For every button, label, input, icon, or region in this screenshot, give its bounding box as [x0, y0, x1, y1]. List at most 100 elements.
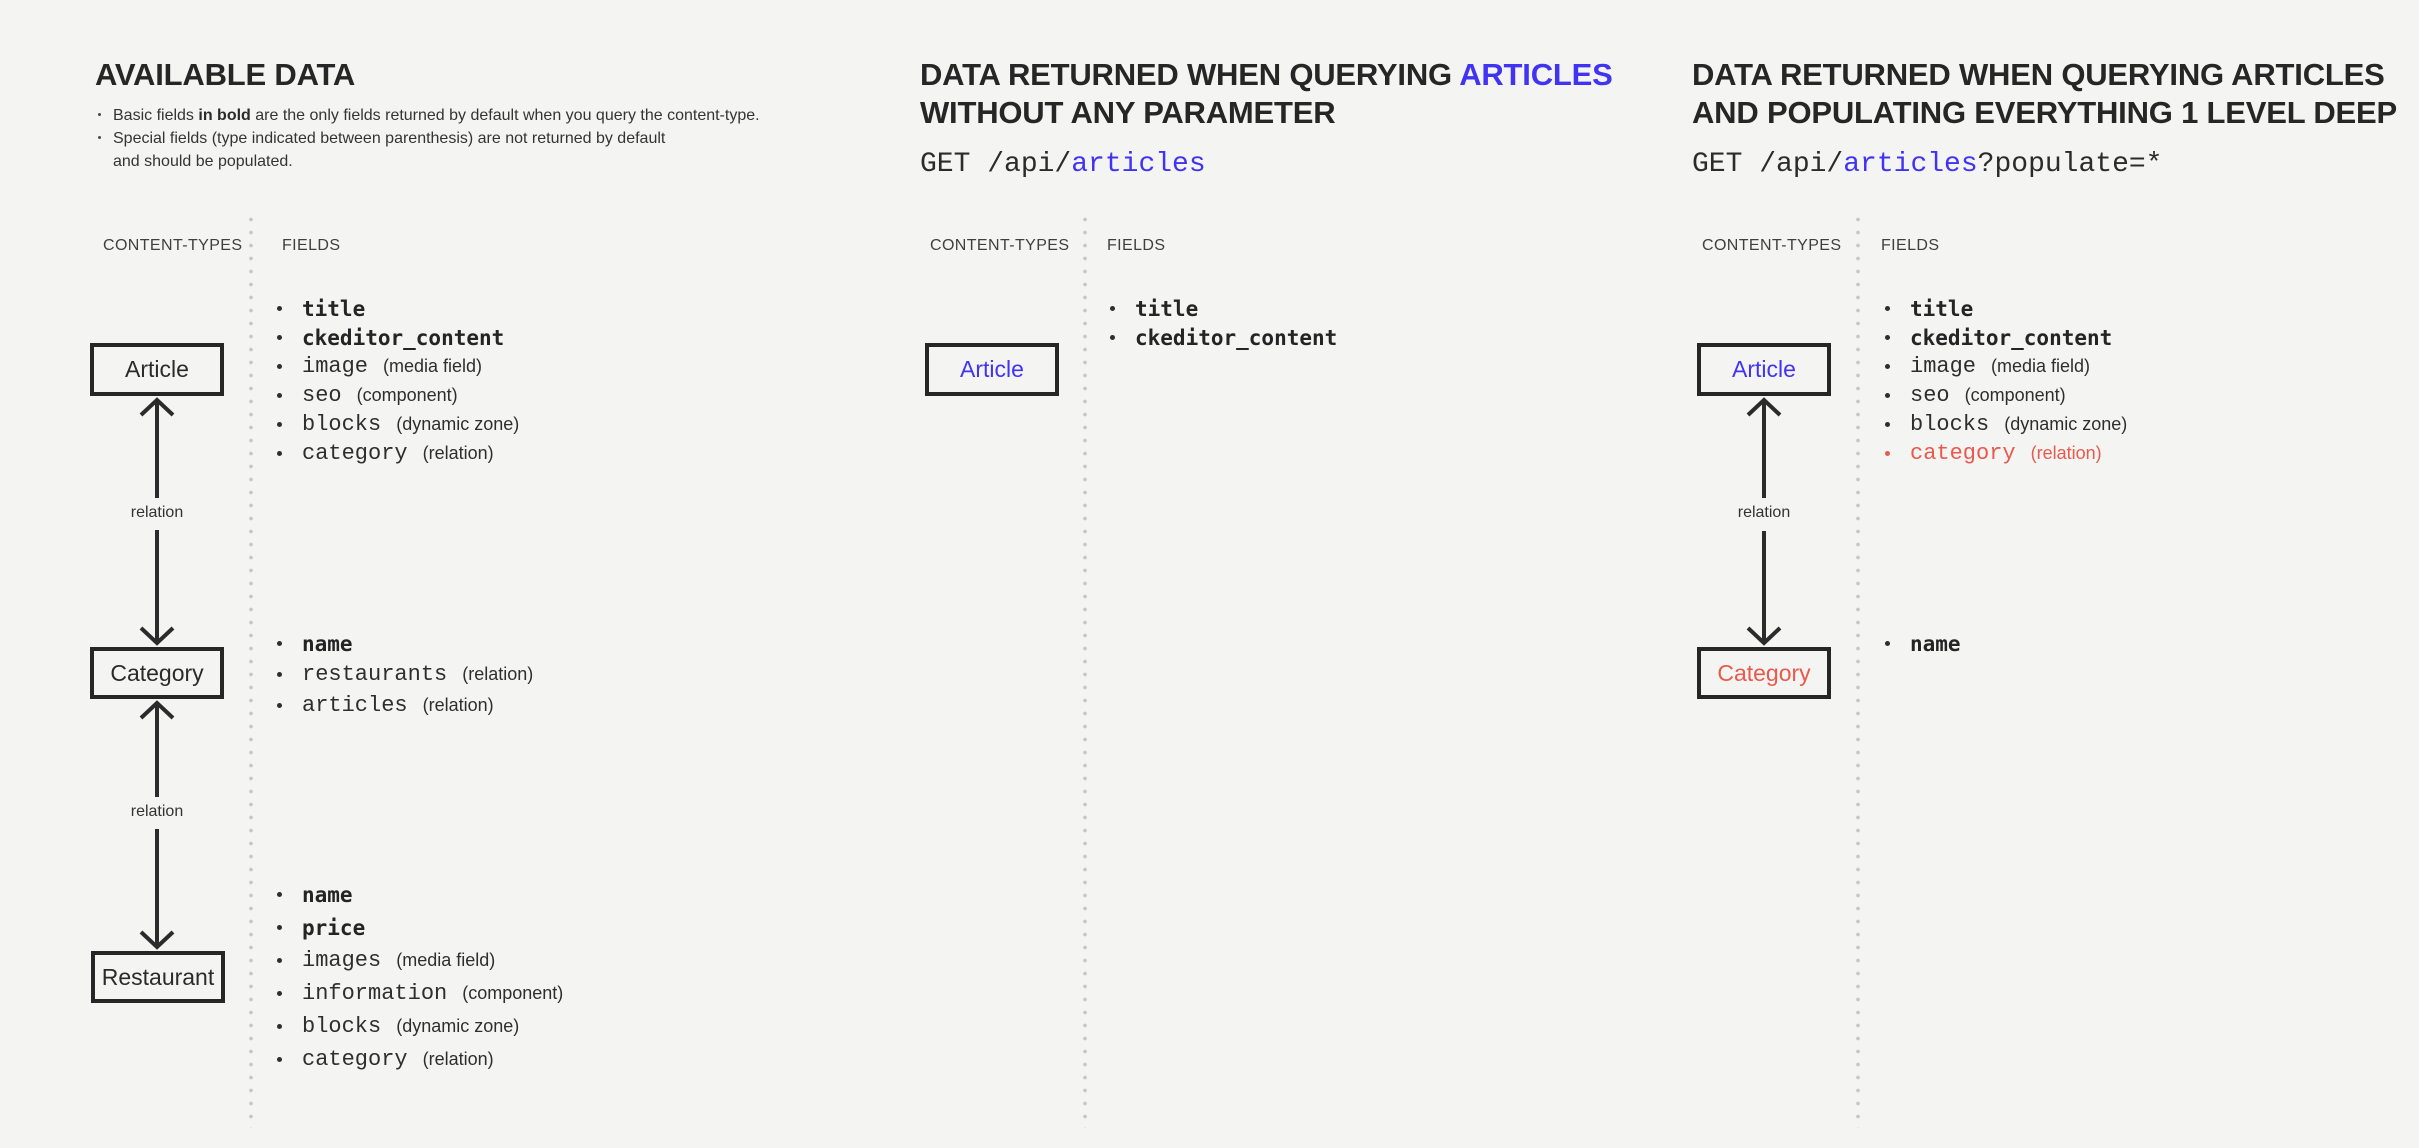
panel3-dotted-divider: [1856, 213, 1860, 1128]
relation-label: relation: [130, 504, 184, 521]
content-type-box-article: Article: [925, 343, 1059, 396]
request-method-path: GET /api/: [920, 149, 1072, 180]
bullet-icon: [277, 451, 282, 456]
field-row: title: [1110, 294, 1337, 323]
field-row: seo (component): [277, 381, 519, 410]
field-name: name: [302, 882, 353, 907]
request-method-path: GET /api/: [1692, 149, 1844, 180]
bullet-icon: [277, 393, 282, 398]
field-row: seo (component): [1885, 381, 2127, 410]
panel3-title: DATA RETURNED WHEN QUERYING ARTICLES AND…: [1692, 56, 2397, 132]
note-item-continuation: and should be populated.: [98, 150, 760, 173]
field-type: (media field): [396, 950, 496, 970]
content-type-box-category: Category: [90, 647, 224, 699]
field-name: seo: [302, 383, 342, 408]
note-item: Special fields (type indicated between p…: [98, 127, 760, 150]
field-row: information (component): [277, 977, 563, 1010]
field-name: ckeditor_content: [1910, 325, 2113, 350]
relation-label: relation: [1737, 504, 1791, 521]
field-name: title: [302, 296, 366, 321]
content-type-box-label: Article: [960, 356, 1024, 382]
panel3-title-line2: AND POPULATING EVERYTHING 1 LEVEL DEEP: [1692, 95, 2397, 130]
bullet-icon: [1885, 641, 1890, 646]
relation-arrow-icon: [139, 700, 175, 950]
bullet-icon: [277, 422, 282, 427]
category-fields-list: name: [1885, 628, 1961, 659]
field-name: price: [302, 915, 366, 940]
content-type-box-category: Category: [1697, 647, 1831, 699]
field-row: ckeditor_content: [277, 323, 519, 352]
field-name: seo: [1910, 383, 1950, 408]
content-type-box-restaurant: Restaurant: [91, 951, 225, 1003]
panel2-title-line2: WITHOUT ANY PARAMETER: [920, 95, 1336, 130]
field-row: title: [277, 294, 519, 323]
field-type: (dynamic zone): [2004, 414, 2128, 434]
bullet-icon: [1885, 451, 1890, 456]
note-text-bold: in bold: [198, 107, 251, 124]
field-name: name: [1910, 631, 1961, 656]
field-row: name: [277, 878, 563, 911]
field-type: (media field): [1991, 356, 2091, 376]
field-type: (relation): [422, 443, 494, 463]
panel3-request-line: GET /api/articles?populate=*: [1692, 150, 2163, 180]
panel2-title: DATA RETURNED WHEN QUERYING ARTICLES WIT…: [920, 56, 1613, 132]
panel1-dotted-divider: [249, 213, 253, 1128]
panel2-content-types-label: CONTENT-TYPES: [930, 237, 1070, 254]
panel2-dotted-divider: [1083, 213, 1087, 1128]
content-type-box-label: Restaurant: [101, 963, 215, 990]
field-name: restaurants: [302, 662, 448, 687]
field-type: (component): [462, 983, 564, 1003]
panel3-title-line1: DATA RETURNED WHEN QUERYING ARTICLES: [1692, 57, 2385, 92]
note-item: Basic fields in bold are the only fields…: [98, 104, 760, 127]
bullet-icon: [1885, 422, 1890, 427]
panel2-title-line1: DATA RETURNED WHEN QUERYING ARTICLES: [920, 56, 1613, 94]
request-endpoint: articles: [1071, 149, 1206, 180]
field-name: category: [302, 1047, 408, 1072]
content-type-box-article: Article: [90, 343, 224, 396]
bullet-icon: [98, 113, 101, 116]
panel2-fields-label: FIELDS: [1107, 237, 1166, 254]
content-type-box-label: Article: [125, 356, 189, 382]
bullet-icon: [277, 672, 282, 677]
bullet-icon: [1885, 306, 1890, 311]
field-name: ckeditor_content: [1135, 325, 1338, 350]
bullet-icon: [277, 892, 282, 897]
field-row: blocks (dynamic zone): [1885, 410, 2127, 439]
field-name: category: [1910, 441, 2016, 466]
field-type: (media field): [383, 356, 483, 376]
field-name: image: [1910, 354, 1977, 379]
panel2-title-text: DATA RETURNED WHEN QUERYING: [920, 57, 1460, 92]
bullet-icon: [1885, 364, 1890, 369]
relation-arrow-icon: [139, 397, 175, 646]
bullet-icon: [277, 958, 282, 963]
article-fields-list: title ckeditor_content image (media field…: [277, 294, 519, 468]
panel1-notes: Basic fields in bold are the only fields…: [98, 104, 760, 173]
restaurant-fields-list: name price images (media field) informati…: [277, 878, 563, 1076]
field-row: images (media field): [277, 944, 563, 977]
bullet-icon: [277, 703, 282, 708]
bullet-icon: [277, 991, 282, 996]
field-name: articles: [302, 693, 408, 718]
field-type: (relation): [462, 664, 534, 684]
field-type: (component): [1964, 385, 2066, 405]
bullet-spacer: [98, 159, 101, 162]
field-name: category: [302, 441, 408, 466]
field-row: ckeditor_content: [1885, 323, 2127, 352]
bullet-icon: [277, 925, 282, 930]
bullet-icon: [277, 335, 282, 340]
panel1-fields-label: FIELDS: [282, 237, 341, 254]
field-name: ckeditor_content: [302, 325, 505, 350]
article-fields-list: title ckeditor_content image (media field…: [1885, 294, 2127, 468]
bullet-icon: [277, 641, 282, 646]
field-type: (relation): [422, 695, 494, 715]
note-text: Special fields (type indicated between p…: [113, 130, 666, 147]
field-row: articles (relation): [277, 690, 533, 721]
field-type: (dynamic zone): [396, 1016, 520, 1036]
field-row: image (media field): [1885, 352, 2127, 381]
panel3-fields-label: FIELDS: [1881, 237, 1940, 254]
field-row: category (relation): [277, 439, 519, 468]
field-row: price: [277, 911, 563, 944]
field-type: (component): [356, 385, 458, 405]
field-row: title: [1885, 294, 2127, 323]
relation-arrow-icon: [1746, 397, 1782, 646]
